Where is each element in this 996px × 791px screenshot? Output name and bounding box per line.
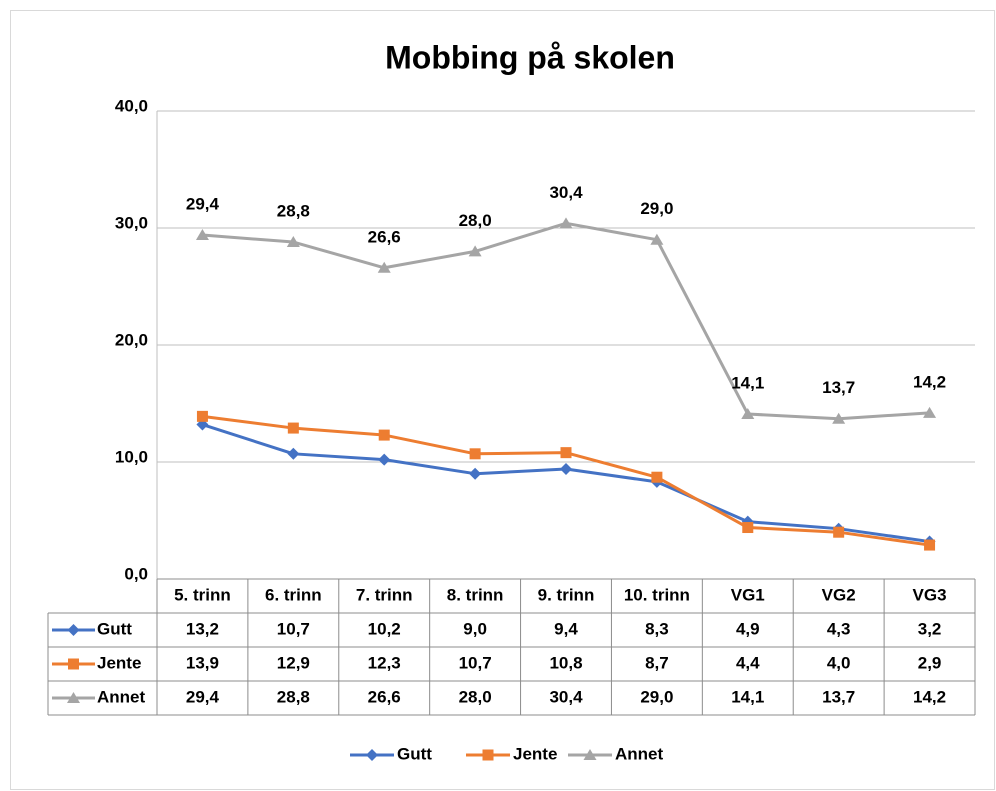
table-cell: 29,4 (186, 687, 220, 706)
marker (833, 526, 845, 538)
data-label: 13,7 (822, 378, 855, 397)
table-cell: 10,2 (368, 619, 401, 638)
marker (469, 448, 481, 460)
legend-label: Gutt (397, 744, 432, 763)
legend-label: Jente (513, 744, 557, 763)
table-cell: 10,7 (459, 653, 492, 672)
x-tick-label: VG2 (822, 585, 856, 604)
marker (923, 406, 937, 418)
marker (195, 229, 209, 241)
data-label: 29,0 (640, 199, 673, 218)
table-cell: 12,3 (368, 653, 401, 672)
marker (469, 467, 482, 480)
table-cell: 4,9 (736, 619, 760, 638)
y-tick-label: 20,0 (115, 330, 148, 349)
table-cell: 4,3 (827, 619, 851, 638)
x-tick-label: VG1 (731, 585, 765, 604)
table-cell: 4,4 (736, 653, 760, 672)
data-label: 29,4 (186, 195, 220, 214)
marker (377, 261, 391, 273)
legend-label: Annet (615, 744, 664, 763)
x-tick-label: 7. trinn (356, 585, 413, 604)
legend-marker (366, 749, 378, 761)
marker (742, 522, 754, 534)
y-tick-label: 10,0 (115, 447, 148, 466)
marker (559, 217, 573, 229)
chart-title: Mobbing på skolen (385, 39, 675, 75)
table-cell: 29,0 (640, 687, 673, 706)
x-tick-label: VG3 (913, 585, 947, 604)
table-cell: 10,8 (549, 653, 582, 672)
data-label: 30,4 (549, 183, 583, 202)
table-cell: 26,6 (368, 687, 401, 706)
x-tick-label: 9. trinn (538, 585, 595, 604)
table-cell: 28,0 (459, 687, 492, 706)
x-tick-label: 5. trinn (174, 585, 231, 604)
data-label: 26,6 (368, 227, 401, 246)
table-cell: 13,9 (186, 653, 219, 672)
x-tick-label: 10. trinn (624, 585, 690, 604)
data-label: 28,0 (459, 211, 492, 230)
legend-marker (482, 749, 494, 761)
table-cell: 14,2 (913, 687, 946, 706)
marker (196, 410, 208, 422)
table-cell: 9,0 (463, 619, 487, 638)
y-tick-label: 0,0 (124, 564, 148, 583)
table-row-header: Jente (97, 653, 141, 672)
marker (832, 412, 846, 424)
marker (287, 447, 300, 460)
y-tick-label: 40,0 (115, 96, 148, 115)
table-cell: 4,0 (827, 653, 851, 672)
table-cell: 8,3 (645, 619, 669, 638)
marker (378, 453, 391, 466)
x-tick-label: 8. trinn (447, 585, 504, 604)
marker (286, 236, 300, 248)
marker (924, 539, 936, 551)
x-tick-label: 6. trinn (265, 585, 322, 604)
table-cell: 10,7 (277, 619, 310, 638)
marker (650, 233, 664, 245)
table-cell: 8,7 (645, 653, 669, 672)
table-cell: 9,4 (554, 619, 578, 638)
marker (741, 408, 755, 420)
table-cell: 12,9 (277, 653, 310, 672)
marker (560, 463, 572, 476)
marker (287, 422, 299, 434)
legend-marker (67, 624, 80, 636)
table-row-header: Annet (97, 687, 146, 706)
table-cell: 13,7 (822, 687, 855, 706)
data-label: 14,1 (731, 374, 764, 393)
table-cell: 28,8 (277, 687, 310, 706)
chart-frame (10, 10, 995, 790)
marker (651, 471, 663, 483)
legend-marker (583, 749, 597, 760)
data-label: 28,8 (277, 202, 310, 221)
table-cell: 13,2 (186, 619, 219, 638)
legend-marker (67, 692, 80, 703)
marker (468, 245, 482, 257)
table-cell: 3,2 (918, 619, 942, 638)
data-label: 14,2 (913, 372, 946, 391)
y-tick-label: 30,0 (115, 213, 148, 232)
table-cell: 2,9 (918, 653, 942, 672)
marker (560, 447, 572, 459)
legend-marker (68, 658, 79, 670)
table-cell: 30,4 (549, 687, 583, 706)
table-cell: 14,1 (731, 687, 764, 706)
table-row-header: Gutt (97, 619, 132, 638)
marker (378, 429, 390, 441)
